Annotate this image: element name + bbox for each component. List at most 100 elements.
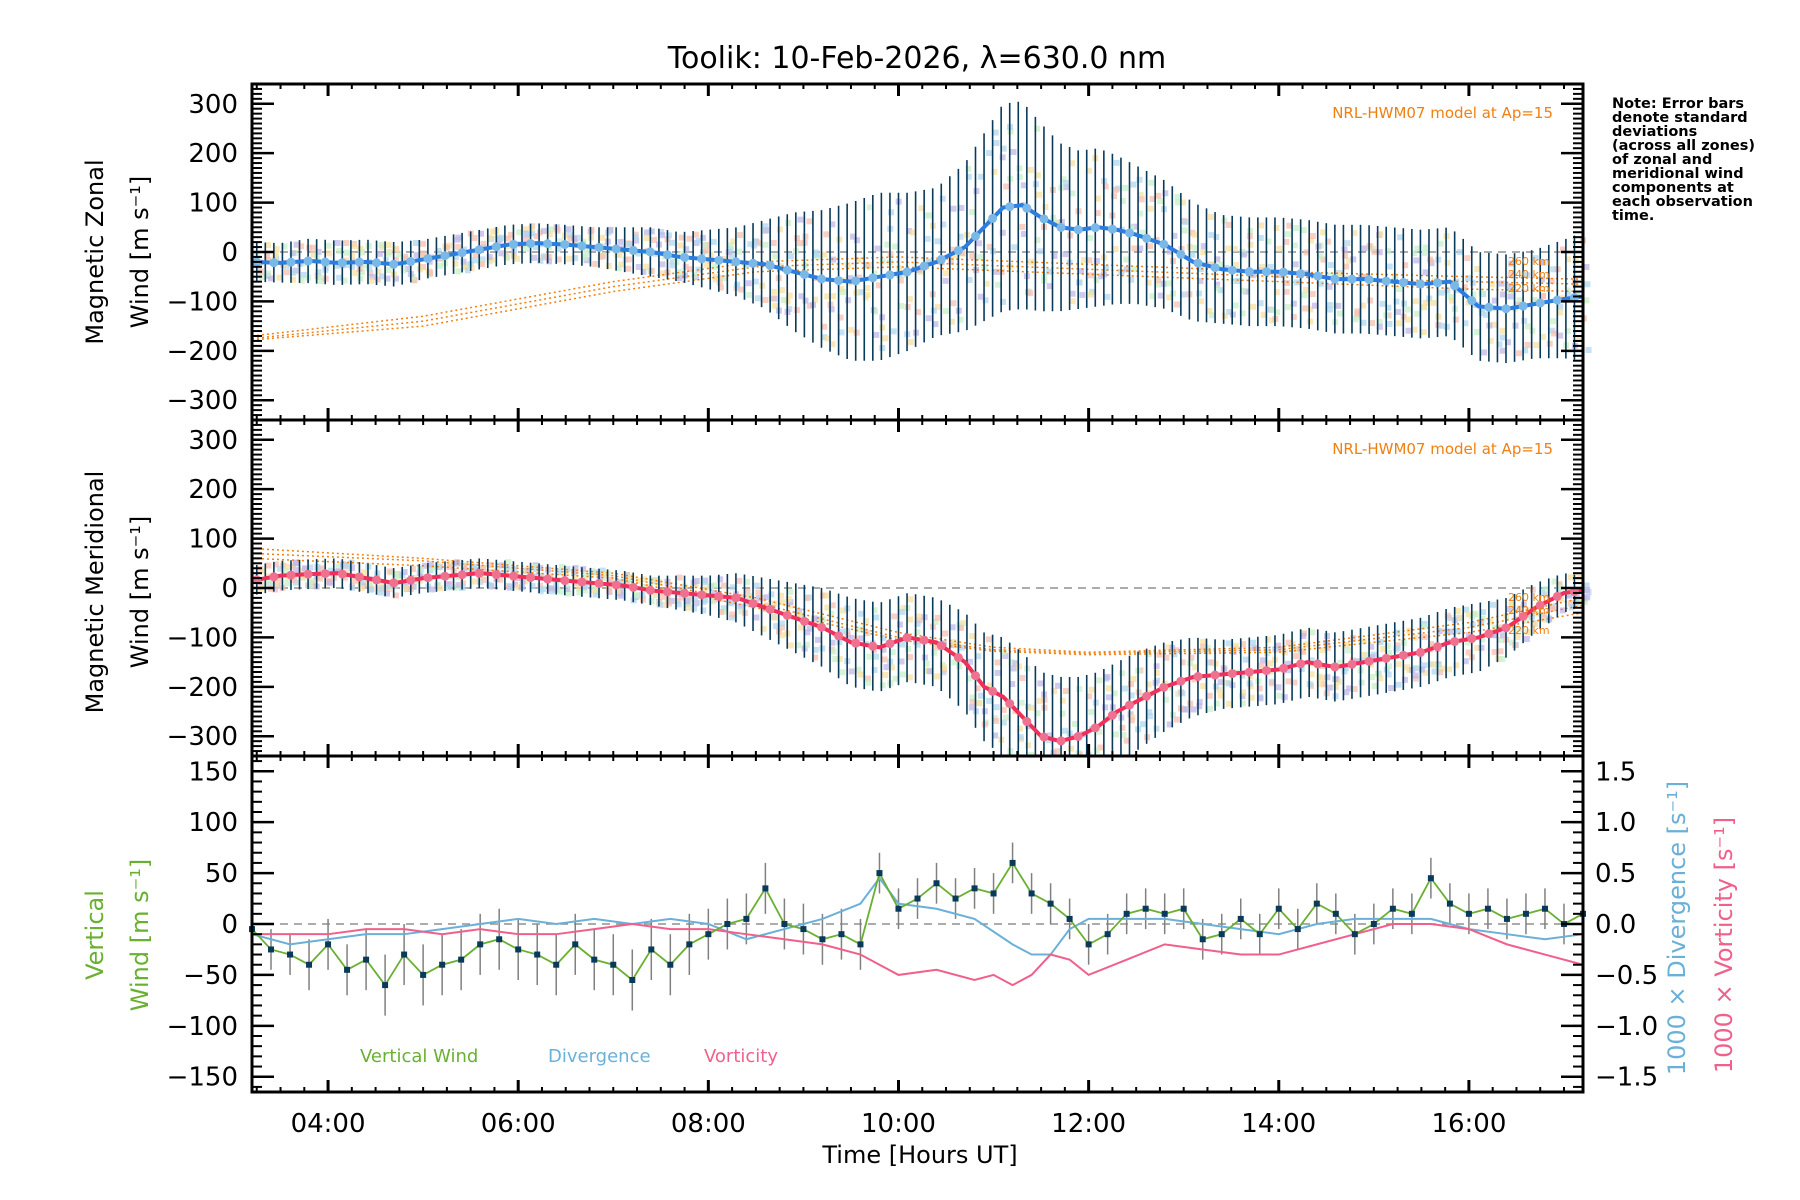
zone-sample [1076,751,1083,758]
zone-sample [272,586,279,593]
zone-sample [266,577,273,584]
zone-sample [778,620,785,627]
zone-sample [1137,191,1144,198]
zone-sample [360,578,367,585]
zone-sample [1181,227,1188,234]
zone-sample [836,638,843,645]
zone-sample [411,277,418,284]
zone-sample [924,235,931,242]
zone-sample [1290,300,1297,307]
zone-sample [1105,685,1112,692]
zone-sample [797,624,804,631]
vertical-wind-marker [933,880,940,887]
mean-marker [919,635,929,645]
zone-sample [950,205,957,212]
zone-sample [641,576,648,583]
zone-sample [1259,657,1266,664]
zone-sample [1239,672,1246,679]
zone-sample [615,265,622,272]
zone-sample [529,583,536,590]
zone-sample [1200,638,1207,645]
zone-sample [820,592,827,599]
mean-marker [320,257,330,267]
zone-sample [625,256,632,263]
y2-tick-label: −1.0 [1595,1012,1658,1042]
mean-marker [1501,623,1511,633]
zone-sample [806,625,813,632]
zone-sample [1326,283,1333,290]
zone-sample [711,590,718,597]
zone-sample [1376,670,1383,677]
zone-sample [1061,727,1068,734]
mean-marker [834,276,844,286]
zone-sample [1187,700,1194,707]
zone-sample [531,254,538,261]
zone-sample [1112,246,1119,253]
zone-sample [829,221,836,228]
zone-sample [999,154,1006,161]
zone-sample [1128,681,1135,688]
vertical-wind-marker [1446,900,1453,907]
zone-sample [1000,145,1007,152]
zone-sample [787,599,794,606]
zone-sample [879,682,886,689]
note-line: (across all zones) [1612,138,1755,154]
mean-marker [834,631,844,641]
zone-sample [969,209,976,216]
zone-sample [1291,242,1298,249]
zone-sample [1171,651,1178,658]
zone-sample [768,591,775,598]
zone-sample [764,594,771,601]
zone-sample [1173,647,1180,654]
zone-sample [477,578,484,585]
zone-sample [1573,593,1580,600]
zone-sample [1281,694,1288,701]
zone-sample [1556,581,1563,588]
mean-marker [1518,611,1528,621]
zone-sample [1088,272,1095,279]
zone-sample [940,664,947,671]
mean-marker [662,587,672,597]
zone-sample [367,586,374,593]
vertical-wind-marker [743,915,750,922]
zone-sample [787,253,794,260]
zone-sample [1473,329,1480,336]
zone-sample [1225,680,1232,687]
zone-sample [555,246,562,253]
vorticity-line [252,922,1584,987]
zone-sample [1345,647,1352,654]
zone-sample [838,329,845,336]
zone-sample [1465,611,1472,618]
note-line: time. [1612,208,1654,224]
mean-marker [1022,716,1032,726]
zone-sample [1093,277,1100,284]
zone-sample [1131,245,1138,252]
zone-sample [1337,270,1344,277]
zone-sample [976,254,983,261]
zone-sample [1421,304,1428,311]
zone-sample [1427,258,1434,265]
mean-marker [714,255,724,265]
zone-sample [1360,638,1367,645]
zone-sample [461,562,468,569]
zone-sample [325,242,332,249]
zone-sample [1516,297,1523,304]
zone-sample [1557,584,1564,591]
zone-sample [316,575,323,582]
zone-sample [884,241,891,248]
mean-marker [286,570,296,580]
zone-sample [378,585,385,592]
zone-sample [452,254,459,261]
mean-marker [885,270,895,280]
zone-sample [479,261,486,268]
zone-sample [310,251,317,258]
zone-sample [836,655,843,662]
zone-sample [1113,159,1120,166]
mean-marker [765,261,775,271]
zone-sample [334,239,341,246]
zone-sample [1412,675,1419,682]
zone-sample [1565,291,1572,298]
zone-sample [1162,190,1169,197]
zone-sample [735,248,742,255]
zone-sample [897,277,904,284]
